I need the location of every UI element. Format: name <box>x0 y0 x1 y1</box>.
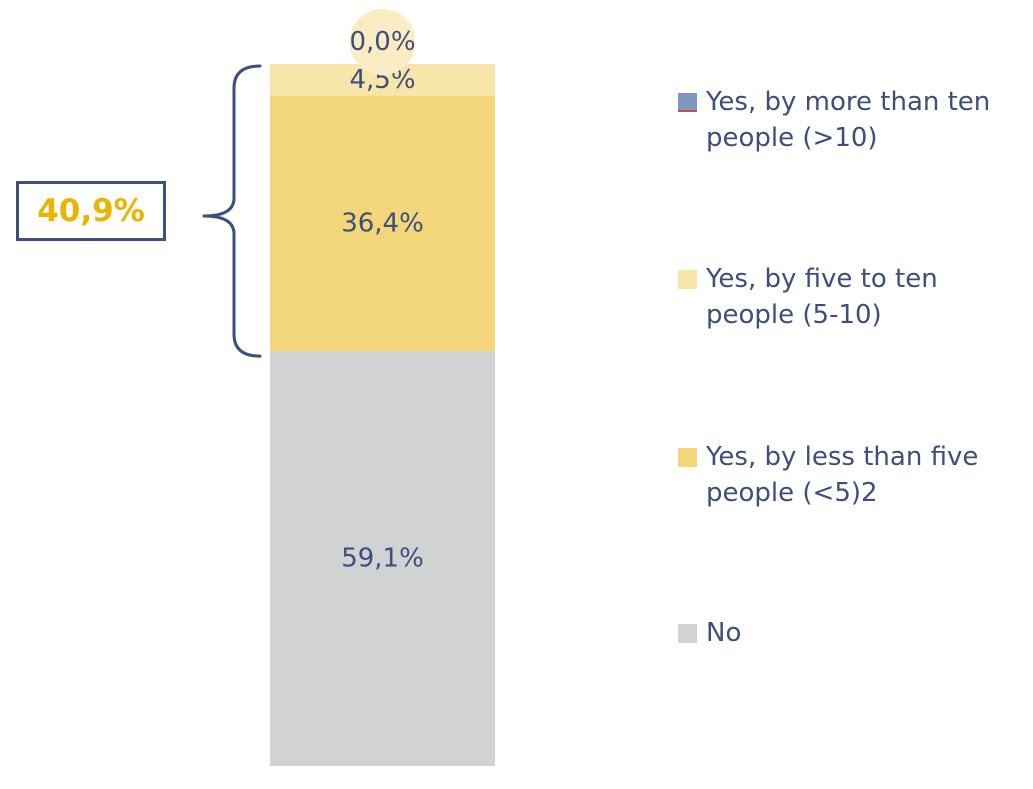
legend-swatch <box>678 270 697 289</box>
annotation-brace <box>202 64 262 358</box>
legend-item-no: No <box>678 615 1028 651</box>
legend-label: Yes, by five to ten people (5-10) <box>706 264 938 330</box>
data-label-more-than-ten: 0,0% <box>349 27 415 57</box>
legend-swatch <box>678 624 697 643</box>
legend-item-five-to-ten: Yes, by five to ten people (5-10) <box>678 261 1028 333</box>
data-label-less-than-five: 36,4% <box>341 208 424 238</box>
legend-item-less-than-five: Yes, by less than five people (<5)2 <box>678 439 1028 511</box>
legend-label: No <box>706 618 742 648</box>
zero-value-marker <box>349 9 416 75</box>
bar-segment-no <box>270 351 495 766</box>
data-label-no: 59,1% <box>341 544 424 574</box>
bar-segments <box>270 64 495 766</box>
legend-label: Yes, by less than five people (<5)2 <box>706 442 979 508</box>
legend-label: Yes, by more than ten people (>10) <box>706 87 991 153</box>
legend: Yes, by more than ten people (>10) Yes, … <box>678 0 1028 789</box>
legend-swatch <box>678 93 697 112</box>
bar-segment-less-than-five <box>270 95 495 352</box>
legend-swatch <box>678 448 697 467</box>
segment-labels: 59,1%36,4%4,5%0,0% <box>341 9 424 574</box>
annotation-total-text: 40,9% <box>37 193 145 229</box>
annotation-total-box: 40,9% <box>16 181 166 241</box>
legend-item-more-than-ten: Yes, by more than ten people (>10) <box>678 84 1028 156</box>
